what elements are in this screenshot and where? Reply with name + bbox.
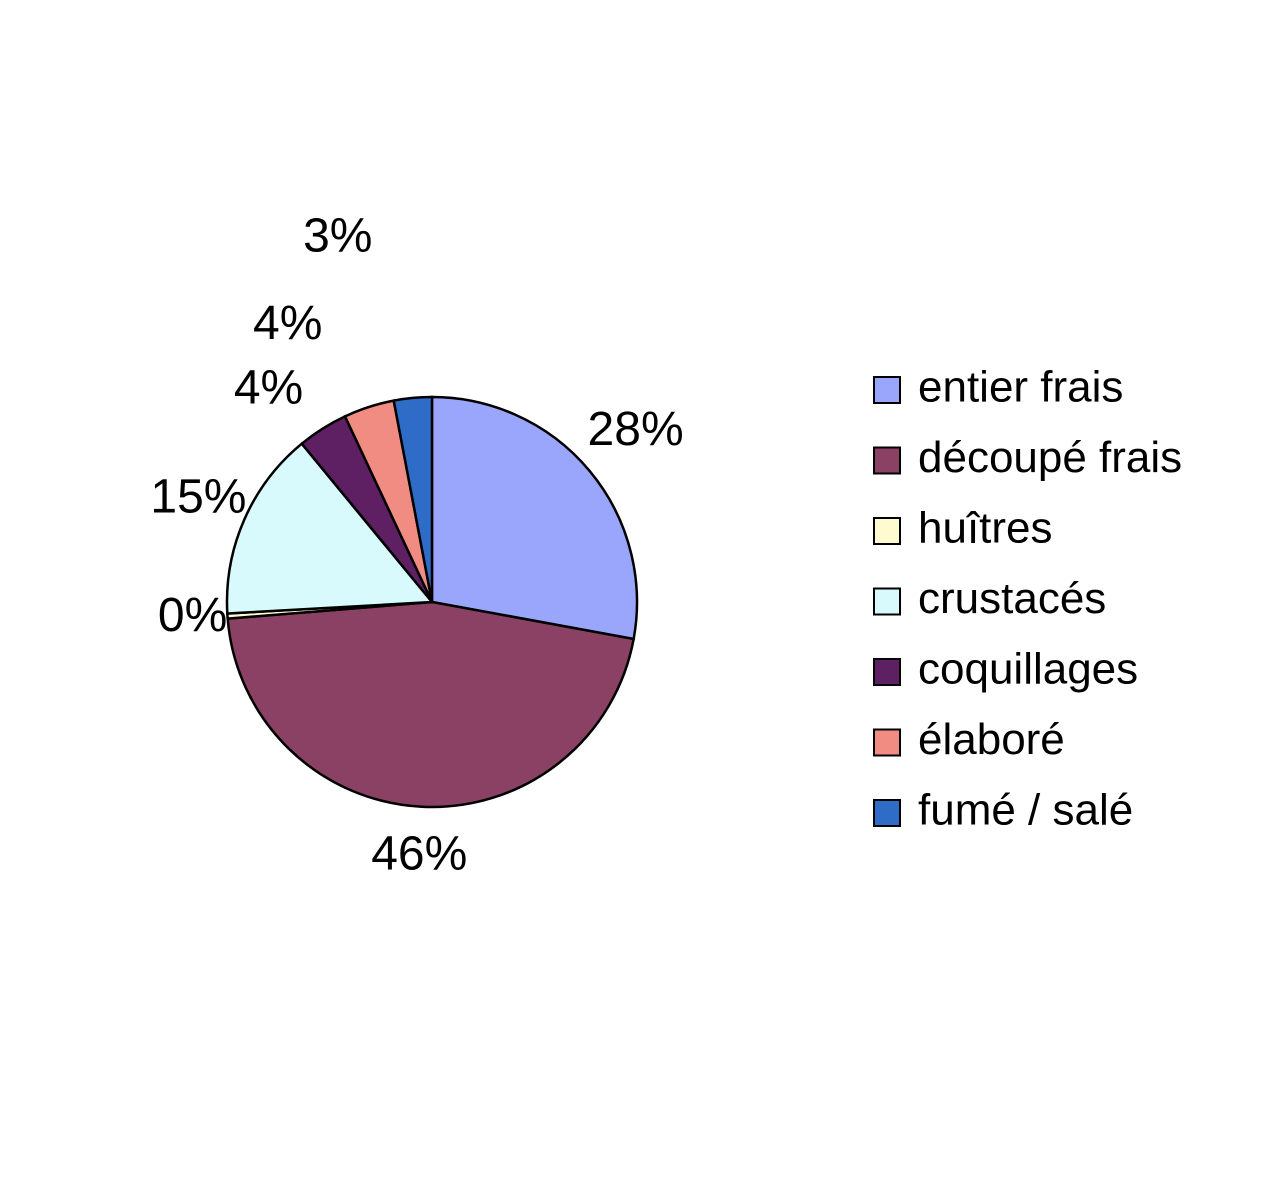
legend-swatch — [873, 728, 901, 757]
data-label: 4% — [253, 297, 322, 350]
legend-swatch — [873, 376, 901, 404]
legend-label: fumé / salé — [918, 786, 1133, 835]
legend-swatch — [873, 587, 901, 616]
legend-swatch — [873, 799, 901, 827]
data-label: 3% — [303, 209, 372, 262]
legend-label: huîtres — [918, 504, 1053, 553]
pie-slice — [392, 395, 434, 603]
legend-swatch — [873, 517, 901, 545]
data-label: 15% — [150, 470, 246, 523]
legend-label: coquillages — [918, 645, 1138, 694]
pie-slice — [226, 600, 636, 809]
legend-label: découpé frais — [918, 433, 1182, 482]
legend-label: entier frais — [918, 363, 1123, 412]
legend-swatch — [873, 446, 901, 475]
data-label: 4% — [234, 361, 303, 414]
pie-slice — [430, 395, 639, 641]
data-label: 0% — [158, 589, 227, 642]
legend-swatch — [873, 658, 901, 686]
data-label: 46% — [371, 827, 467, 880]
pie-slice — [225, 441, 435, 615]
legend-label: élaboré — [918, 715, 1065, 764]
data-label: 28% — [588, 403, 684, 456]
legend-label: crustacés — [918, 574, 1106, 623]
